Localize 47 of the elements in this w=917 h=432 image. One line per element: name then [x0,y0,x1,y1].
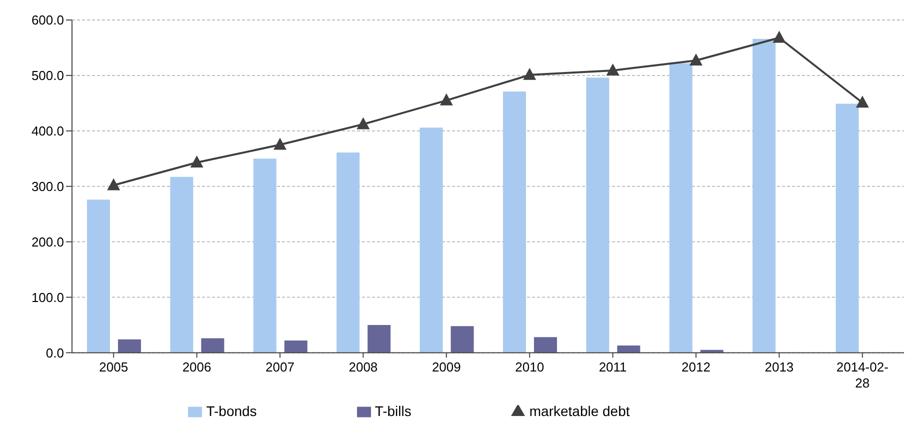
bar [253,158,276,353]
x-tick-label: 2008 [348,360,378,375]
y-tick-label: 500.0 [31,68,64,84]
y-tick-label: 0.0 [46,345,64,360]
bar [284,340,308,353]
y-tick-label: 300.0 [31,178,64,194]
point [107,178,120,190]
legend-label: T-bonds [206,402,257,419]
y-tick-label: 200.0 [31,234,64,250]
point [356,117,370,130]
point [690,53,702,66]
point [606,63,620,76]
point [274,138,286,150]
bar [586,78,610,353]
bar [368,324,391,353]
x-tick-label: 2012 [682,360,710,375]
legend-label: marketable debt [529,402,630,419]
bar [534,337,557,353]
legend-label: T-bills [374,402,412,419]
x-tick-label: 2013 [764,360,794,375]
bar [617,345,640,353]
point [856,96,869,108]
x-tick-label: 2006 [182,360,212,375]
x-tick-label: 2007 [266,360,294,375]
bar [836,104,859,353]
y-tick-label: 400.0 [31,124,64,139]
bar [201,338,224,353]
x-tick-label: 2011 [598,360,627,375]
point [190,156,204,168]
x-tick-label: 2009 [432,360,461,375]
bar [420,128,443,353]
bar [752,38,776,353]
bar [118,339,141,353]
point [523,68,536,80]
bar [502,92,526,353]
x-tick-label: 2014-02-28 [836,360,888,391]
point [772,30,786,43]
y-tick-label: 600.0 [31,12,64,28]
point [440,93,453,106]
bar [669,63,692,353]
x-tick-label: 2005 [99,360,128,375]
bar [450,326,474,353]
bar [86,200,110,353]
x-tick-label: 2010 [515,360,544,375]
bar [170,176,194,353]
bar [336,152,360,353]
y-tick-label: 100.0 [31,290,64,305]
